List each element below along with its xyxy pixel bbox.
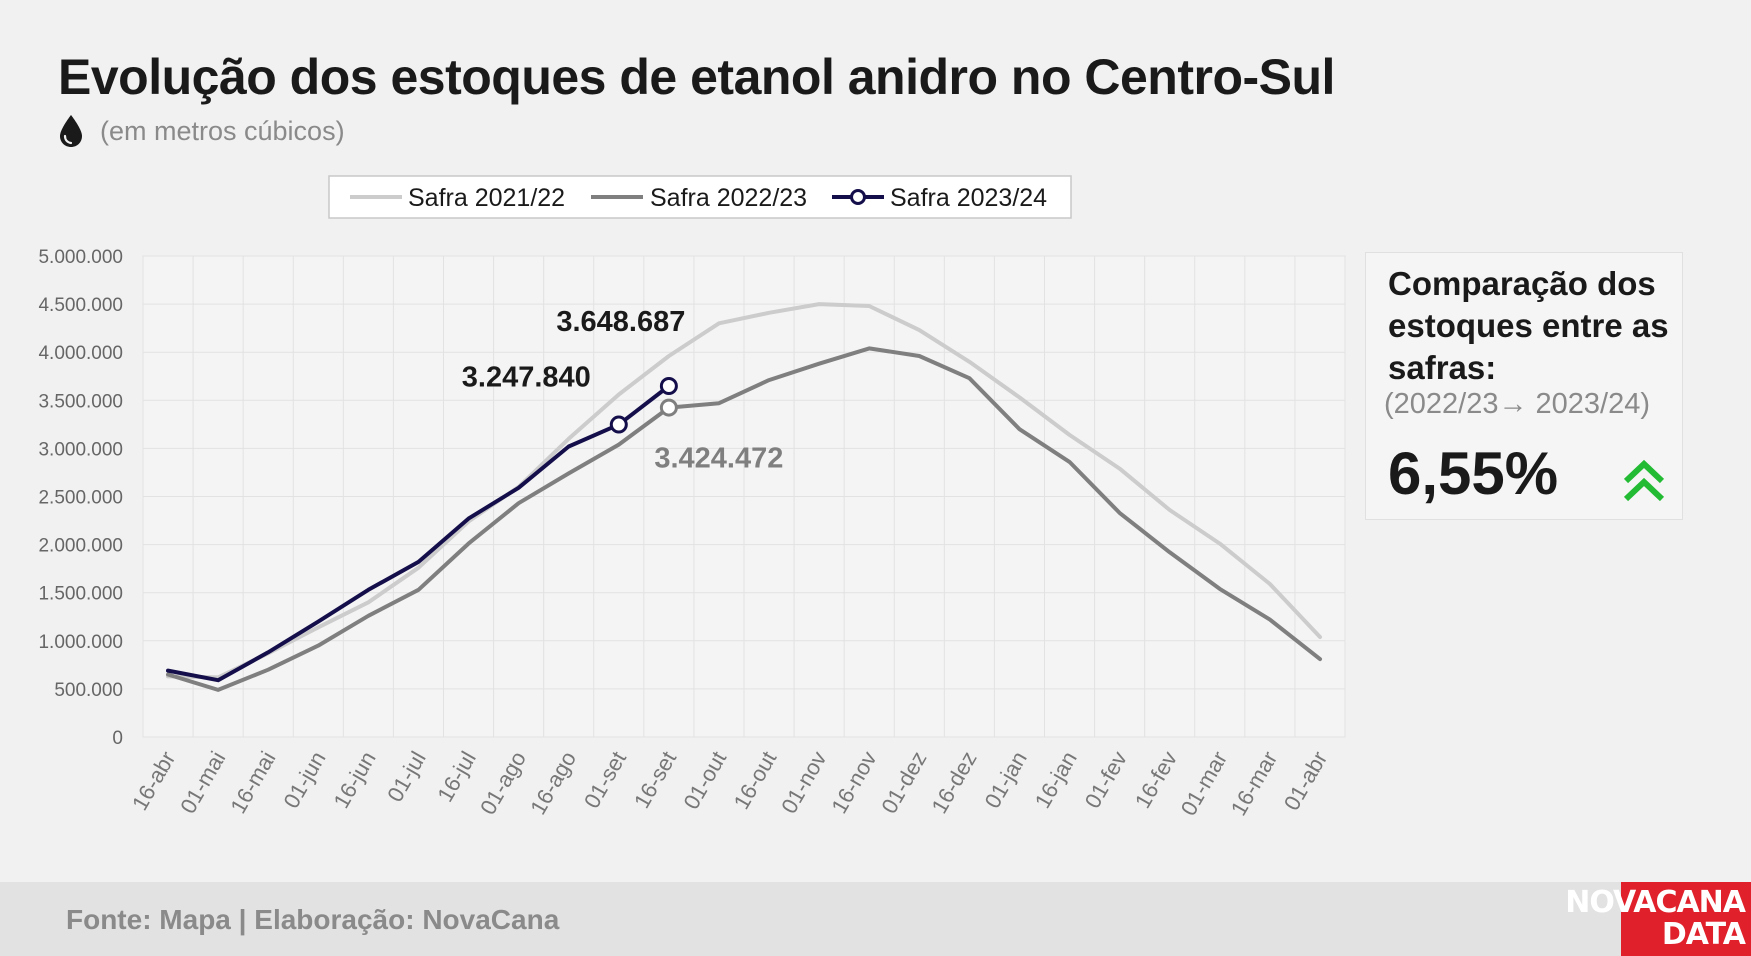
source-text: Fonte: Mapa | Elaboração: NovaCana bbox=[66, 904, 560, 935]
x-tick-label: 16-set bbox=[629, 747, 681, 812]
data-point-marker bbox=[659, 398, 678, 417]
y-tick-label: 500.000 bbox=[54, 680, 123, 701]
y-tick-label: 2.500.000 bbox=[38, 488, 123, 509]
logo-line-2: DATA bbox=[1661, 917, 1746, 952]
x-tick-label: 16-mar bbox=[1226, 747, 1282, 820]
x-tick-label: 16-jun bbox=[328, 747, 380, 812]
series-line-2 bbox=[166, 346, 1322, 692]
series-line-1 bbox=[166, 302, 1322, 680]
logo-line-1: NOVACANA bbox=[1565, 885, 1746, 920]
x-tick-label: 16-jan bbox=[1030, 747, 1082, 812]
x-tick-label: 01-nov bbox=[776, 747, 831, 818]
y-tick-label: 4.500.000 bbox=[38, 295, 123, 316]
x-tick-label: 16-out bbox=[729, 747, 782, 814]
x-tick-label: 01-jan bbox=[980, 747, 1032, 812]
data-point-marker bbox=[609, 415, 628, 434]
x-tick-label: 01-abr bbox=[1279, 747, 1332, 815]
y-tick-label: 5.000.000 bbox=[38, 247, 123, 268]
chart-subtitle: (em metros cúbicos) bbox=[100, 115, 345, 146]
comparison-panel: Comparação dos estoques entre as safras:… bbox=[1365, 252, 1683, 520]
legend-label: Safra 2021/22 bbox=[408, 184, 565, 212]
footer: Fonte: Mapa | Elaboração: NovaCana NOVAC… bbox=[0, 882, 1751, 956]
comparison-title: Comparação dos estoques entre as safras: bbox=[1388, 265, 1669, 386]
comparison-period: (2022/23→ 2023/24) bbox=[1384, 388, 1651, 420]
y-tick-label: 1.500.000 bbox=[38, 584, 123, 605]
y-tick-label: 0 bbox=[112, 728, 123, 749]
comparison-value: 6,55% bbox=[1388, 440, 1559, 507]
x-tick-label: 01-ago bbox=[475, 747, 531, 819]
legend-box bbox=[328, 175, 1072, 219]
x-tick-label: 01-jun bbox=[278, 747, 330, 812]
x-tick-label: 01-dez bbox=[876, 747, 931, 818]
x-tick-label: 01-mar bbox=[1176, 747, 1232, 820]
x-tick-label: 01-jul bbox=[382, 747, 431, 806]
line-chart: 0 500.000 1.000.000 1.500.000 2.000.000 2.500… bbox=[38, 175, 1346, 820]
legend-label: Safra 2023/24 bbox=[890, 184, 1047, 212]
x-tick-label: 16-mai bbox=[225, 747, 280, 818]
x-tick-label: 16-ago bbox=[525, 747, 581, 819]
data-point-marker bbox=[659, 376, 678, 395]
legend-swatch-marker bbox=[850, 189, 866, 205]
y-tick-label: 1.000.000 bbox=[38, 632, 123, 653]
y-tick-label: 3.000.000 bbox=[38, 439, 123, 460]
legend-label: Safra 2022/23 bbox=[650, 184, 807, 212]
data-label: 3.648.687 bbox=[556, 306, 685, 338]
data-label: 3.247.840 bbox=[462, 362, 591, 394]
drop-icon bbox=[60, 115, 82, 147]
x-tick-label: 16-abr bbox=[127, 747, 180, 815]
x-tick-label: 16-jul bbox=[432, 747, 481, 806]
x-tick-label: 01-set bbox=[579, 747, 631, 812]
series-line-3 bbox=[166, 384, 671, 683]
x-tick-label: 16-dez bbox=[926, 747, 981, 818]
double-chevron-up-icon bbox=[1623, 459, 1665, 502]
y-tick-label: 2.000.000 bbox=[38, 536, 123, 557]
page-title: Evolução dos estoques de etanol anidro n… bbox=[58, 49, 1335, 105]
x-tick-label: 16-fev bbox=[1130, 747, 1182, 812]
data-label: 3.424.472 bbox=[654, 443, 783, 475]
x-tick-label: 16-nov bbox=[826, 747, 881, 818]
subtitle-row: (em metros cúbicos) bbox=[58, 114, 345, 148]
y-tick-label: 3.500.000 bbox=[38, 391, 123, 412]
x-tick-label: 01-fev bbox=[1080, 747, 1132, 812]
x-tick-label: 01-mai bbox=[175, 747, 230, 818]
novacana-data-logo: NOVACANA DATA bbox=[1565, 882, 1751, 956]
x-tick-label: 01-out bbox=[678, 747, 731, 814]
y-tick-label: 4.000.000 bbox=[38, 343, 123, 364]
